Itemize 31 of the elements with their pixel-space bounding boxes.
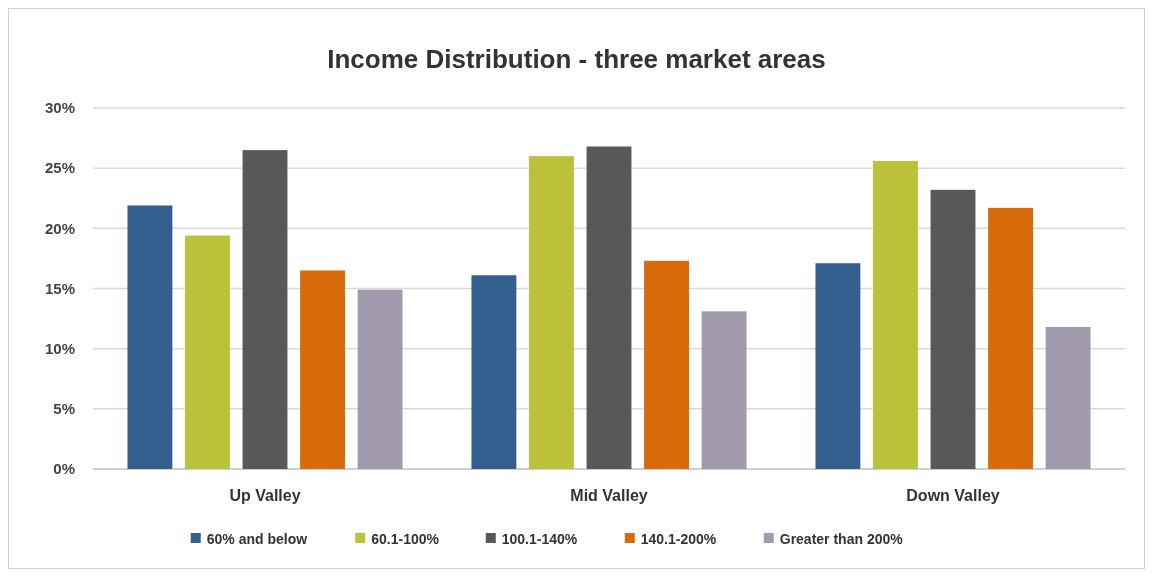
bar bbox=[300, 270, 345, 469]
legend-label: Greater than 200% bbox=[779, 530, 904, 547]
y-tick-label: 30% bbox=[44, 99, 75, 117]
x-tick-label: Mid Valley bbox=[570, 487, 648, 504]
bar bbox=[988, 207, 1033, 469]
legend-label: 60% and below bbox=[206, 530, 308, 547]
chart-title: Income Distribution - three market areas bbox=[327, 44, 826, 74]
x-tick-label: Up Valley bbox=[229, 487, 301, 504]
bar bbox=[586, 146, 632, 469]
x-tick-label: Down Valley bbox=[906, 487, 1000, 504]
bar bbox=[357, 289, 403, 469]
y-tick-label: 5% bbox=[53, 400, 75, 418]
bar bbox=[930, 189, 976, 469]
y-tick-label: 0% bbox=[53, 460, 75, 478]
bar bbox=[873, 160, 918, 469]
bar bbox=[701, 311, 747, 469]
bar bbox=[471, 275, 517, 469]
y-tick-label: 10% bbox=[44, 339, 75, 357]
bar bbox=[644, 260, 689, 469]
bar bbox=[1045, 327, 1091, 469]
y-tick-label: 15% bbox=[44, 279, 75, 297]
bar bbox=[815, 263, 861, 469]
y-tick-label: 25% bbox=[44, 159, 75, 177]
y-tick-label: 20% bbox=[44, 219, 75, 237]
bar bbox=[529, 156, 574, 469]
bar bbox=[242, 150, 288, 469]
bar bbox=[127, 205, 173, 469]
bar bbox=[185, 235, 230, 469]
legend-label: 100.1-140% bbox=[501, 530, 578, 547]
legend-label: 140.1-200% bbox=[640, 530, 717, 547]
legend-label: 60.1-100% bbox=[371, 530, 440, 547]
